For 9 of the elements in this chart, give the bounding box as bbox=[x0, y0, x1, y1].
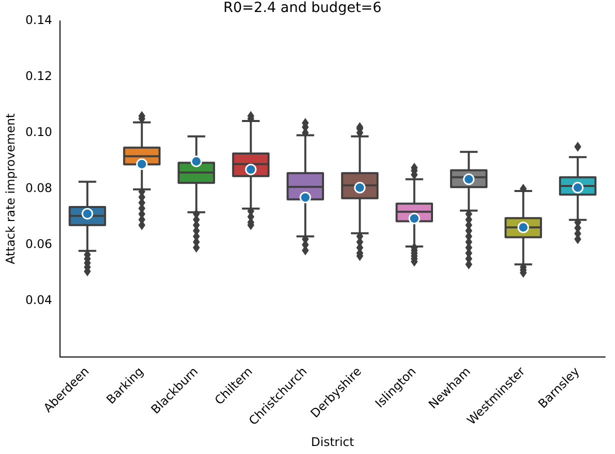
y-tick-label: 0.14 bbox=[25, 12, 52, 27]
y-tick-label: 0.04 bbox=[25, 292, 52, 307]
y-tick-label: 0.06 bbox=[25, 236, 52, 251]
y-axis-title: Attack rate improvement bbox=[3, 113, 18, 264]
y-tick-label: 0.10 bbox=[25, 124, 52, 139]
y-tick-label: 0.12 bbox=[25, 68, 52, 83]
x-axis-title: District bbox=[311, 434, 354, 449]
chart-title: R0=2.4 and budget=6 bbox=[223, 0, 382, 16]
y-tick-label: 0.08 bbox=[25, 180, 52, 195]
